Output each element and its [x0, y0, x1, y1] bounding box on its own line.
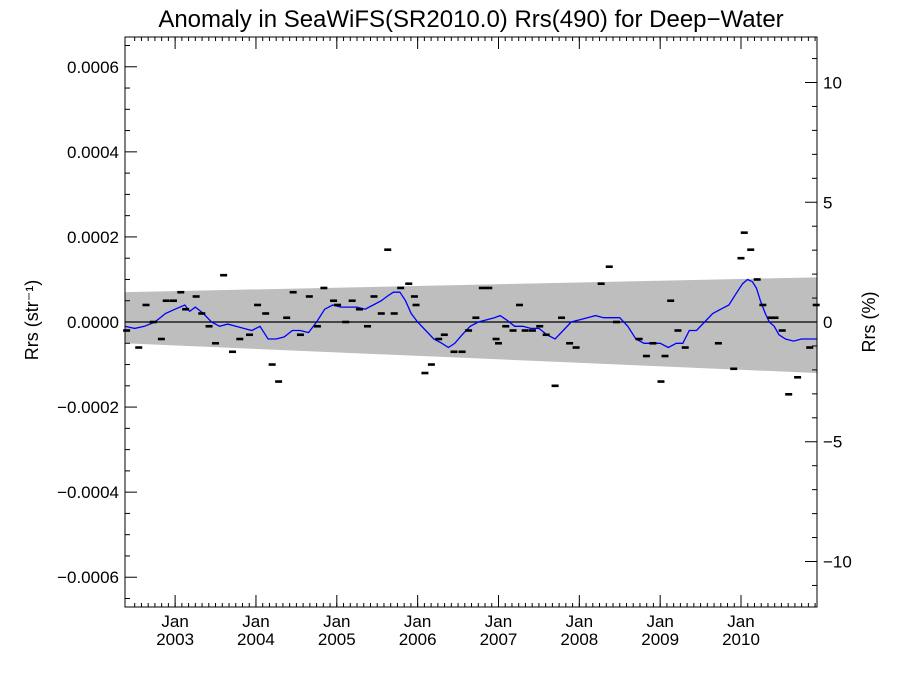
left-tick-label: 0.0006: [67, 58, 119, 77]
right-y-axis: 10 5 0 −5 −10: [805, 58, 852, 586]
x-tick-month-label: Jan: [485, 612, 512, 631]
x-tick-year-label: 2009: [641, 630, 679, 649]
chart-title: Anomaly in SeaWiFS(SR2010.0) Rrs(490) fo…: [158, 6, 783, 33]
left-tick-label: 0.0000: [67, 313, 119, 332]
left-tick-label: 0.0002: [67, 228, 119, 247]
x-tick-month-label: Jan: [727, 612, 754, 631]
x-tick-year-label: 2005: [318, 630, 356, 649]
smoothed-line: [124, 278, 817, 349]
right-tick-label: 5: [823, 193, 832, 212]
right-tick-label: −10: [823, 552, 852, 571]
x-tick-year-label: 2007: [480, 630, 518, 649]
x-tick-year-label: 2004: [237, 630, 275, 649]
right-tick-label: 10: [823, 74, 842, 93]
x-tick-year-label: 2010: [722, 630, 760, 649]
x-tick-month-label: Jan: [404, 612, 431, 631]
right-tick-label: −5: [823, 433, 842, 452]
monthly-anomaly-points: [123, 231, 820, 396]
x-tick-month-label: Jan: [323, 612, 350, 631]
right-tick-label: 0: [823, 313, 832, 332]
left-tick-label: −0.0004: [57, 483, 119, 502]
x-tick-month-label: Jan: [566, 612, 593, 631]
left-tick-label: 0.0004: [67, 143, 119, 162]
left-axis-label: Rrs (str⁻¹): [22, 280, 42, 360]
smoothed-series: [124, 278, 817, 349]
x-tick-year-label: 2003: [156, 630, 194, 649]
x-axis: Jan2003Jan2004Jan2005Jan2006Jan2007Jan20…: [134, 37, 816, 649]
x-tick-month-label: Jan: [242, 612, 269, 631]
left-tick-label: −0.0006: [57, 568, 119, 587]
x-tick-year-label: 2008: [560, 630, 598, 649]
right-axis-label: Rrs (%): [859, 292, 879, 353]
x-tick-year-label: 2006: [399, 630, 437, 649]
x-tick-month-label: Jan: [161, 612, 188, 631]
left-tick-label: −0.0002: [57, 398, 119, 417]
left-y-axis: 0.0006 0.0004 0.0002 0.0000 −0.0002 −0.0004 −0…: [57, 45, 137, 599]
x-tick-month-label: Jan: [646, 612, 673, 631]
